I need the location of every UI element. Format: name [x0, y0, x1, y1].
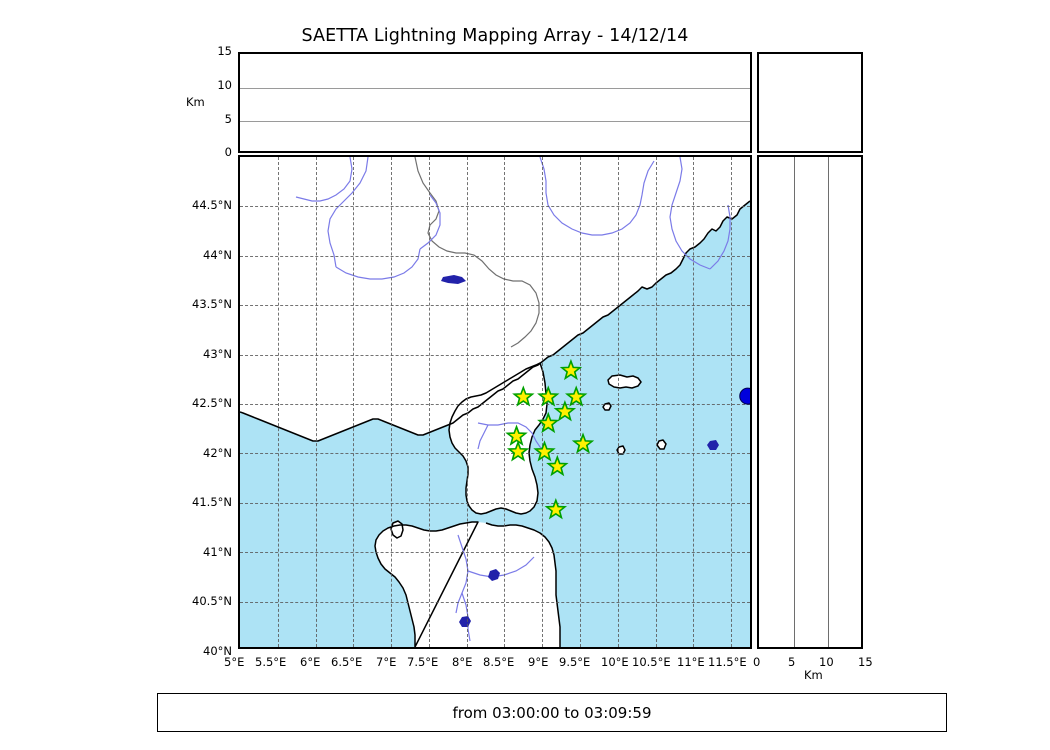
map-xtick-9: 9°E [528, 655, 549, 669]
map-latgrid-42 [240, 453, 750, 455]
top-ytick-15: 15 [217, 44, 232, 58]
right-gridline-10 [828, 157, 829, 647]
map-longrid-9 [542, 157, 544, 647]
map-longrid-8.5 [504, 157, 506, 647]
top-panel-axis-label: Km [186, 95, 205, 109]
right-xtick-0: 0 [753, 655, 761, 669]
map-ytick-40.5: 40.5°N [192, 594, 232, 608]
river-durance [335, 248, 421, 280]
map-xtick-5: 5°E [224, 655, 245, 669]
map-ytick-43.5: 43.5°N [192, 297, 232, 311]
right-panel-axis-label: Km [804, 668, 823, 682]
landmass-elba [608, 375, 641, 388]
map-xtick-11.5: 11.5°E [708, 655, 747, 669]
map-xtick-8.5: 8.5°E [483, 655, 515, 669]
map-xtick-7: 7°E [376, 655, 397, 669]
map-longrid-7.5 [428, 157, 430, 647]
status-bar: from 03:00:00 to 03:09:59 [157, 693, 947, 732]
map-xtick-11: 11°E [677, 655, 705, 669]
map-xtick-10.5: 10.5°E [632, 655, 671, 669]
map-longrid-8 [466, 157, 468, 647]
coastline-sardinia [374, 521, 561, 647]
map-longrid-11 [693, 157, 695, 647]
lake-sardinia-1 [488, 569, 500, 581]
map-latgrid-43 [240, 354, 750, 356]
right-xtick-5: 5 [788, 655, 796, 669]
top-right-corner-panel [757, 52, 863, 153]
right-xtick-15: 15 [858, 655, 873, 669]
map-latgrid-43.5 [240, 305, 750, 307]
river-corsica-tavignano [477, 424, 489, 450]
map-longrid-10 [617, 157, 619, 647]
lake-sardinia-2 [459, 616, 471, 627]
map-longrid-6 [315, 157, 317, 647]
map-ytick-44.5: 44.5°N [192, 198, 232, 212]
map-ytick-41: 41°N [203, 545, 232, 559]
map-latgrid-40.5 [240, 601, 750, 603]
map-xtick-10: 10°E [601, 655, 629, 669]
river-saone [327, 157, 369, 268]
page-title: SAETTA Lightning Mapping Array - 14/12/1… [301, 26, 689, 46]
map-latgrid-42.5 [240, 404, 750, 405]
map-ytick-42: 42°N [203, 446, 232, 460]
map-ytick-43: 43°N [203, 347, 232, 361]
coastline-capraia [602, 402, 612, 411]
right-altitude-panel [757, 155, 863, 649]
map-latgrid-44 [240, 255, 750, 257]
map-longrid-7 [391, 157, 393, 647]
map-longrid-10.5 [655, 157, 657, 647]
river-tiber [709, 204, 731, 270]
top-ytick-10: 10 [217, 78, 232, 92]
right-xtick-10: 10 [819, 655, 834, 669]
river-arno [669, 157, 711, 270]
map-xtick-9.5: 9.5°E [559, 655, 591, 669]
top-gridline-10 [240, 87, 750, 89]
map-xtick-8: 8°E [452, 655, 473, 669]
map-longrid-9.5 [580, 157, 581, 647]
coastline-mainland [240, 200, 750, 442]
lake-italy-bolsena [707, 440, 719, 450]
map-xtick-7.5: 7.5°E [407, 655, 439, 669]
map-longrid-5.5 [277, 157, 279, 647]
top-ytick-0: 0 [224, 145, 232, 159]
map-ytick-41.5: 41.5°N [192, 495, 232, 509]
map-ytick-40: 40°N [203, 644, 232, 658]
top-gridline-5 [240, 121, 750, 123]
river-sardinia-coghinas [467, 556, 535, 578]
map-xtick-5.5: 5.5°E [255, 655, 287, 669]
lake-group [441, 275, 719, 627]
river-rhone [295, 157, 353, 202]
coastline-montecristo [656, 439, 667, 450]
top-ytick-5: 5 [224, 112, 232, 126]
right-gridline-5 [793, 157, 795, 647]
map-ytick-42.5: 42.5°N [192, 396, 232, 410]
river-po [539, 157, 655, 236]
map-latgrid-41.5 [240, 502, 750, 504]
map-longrid-11.5 [731, 157, 733, 647]
status-text: from 03:00:00 to 03:09:59 [452, 703, 652, 722]
coastline-elba [607, 374, 642, 389]
map-panel[interactable] [238, 155, 752, 649]
map-xtick-6.5: 6.5°E [331, 655, 363, 669]
lake-geneva [441, 275, 466, 284]
top-altitude-panel [238, 52, 752, 153]
map-xtick-6: 6°E [300, 655, 321, 669]
map-latgrid-44.5 [240, 206, 750, 208]
map-ytick-44: 44°N [203, 248, 232, 262]
map-latgrid-41 [240, 552, 750, 554]
map-longrid-6.5 [353, 157, 355, 647]
river-isere [419, 194, 441, 250]
